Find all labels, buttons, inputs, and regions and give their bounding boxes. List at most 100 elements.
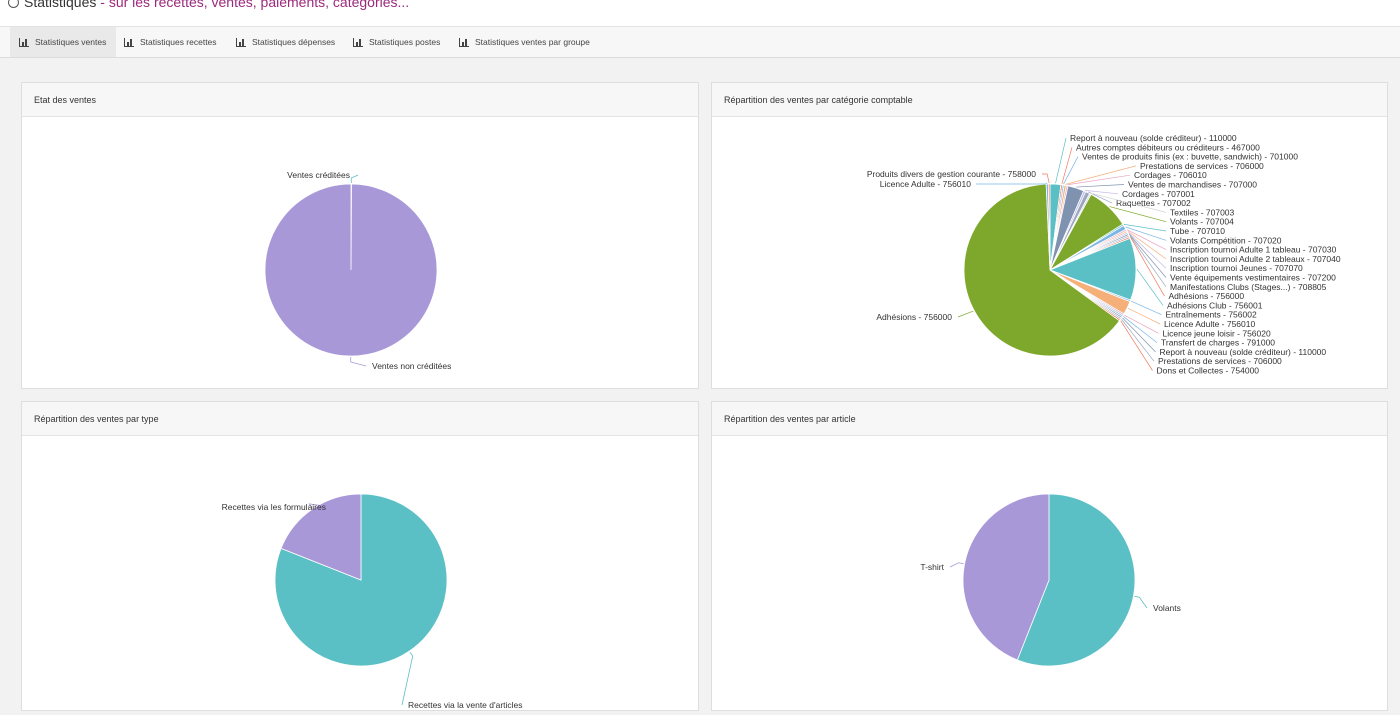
leader-line: [1131, 300, 1162, 316]
leader-line: [976, 182, 1048, 185]
leader-line: [1125, 226, 1167, 241]
pie-slice-recettes-via-les-formulaires[interactable]: [280, 493, 362, 581]
leader-line: [350, 356, 367, 367]
stats-icon: [8, 0, 19, 8]
tab-statistiques-ventes-par-groupe[interactable]: Statistiques ventes par groupe: [459, 27, 590, 57]
tab-statistiques-recettes[interactable]: Statistiques recettes: [124, 27, 217, 57]
pie-slice-adhesions-club-756001[interactable]: [1048, 237, 1137, 301]
leader-line: [1122, 317, 1156, 353]
leader-line: [1120, 320, 1153, 371]
tab-label: Statistiques ventes: [35, 37, 107, 47]
pie-slice-volants[interactable]: [1016, 493, 1136, 667]
slice-label-entrainements-756002: Entraînements - 756002: [1166, 310, 1257, 320]
slice-label-cordages-707001: Cordages - 707001: [1122, 189, 1195, 199]
leader-line: [957, 310, 974, 318]
tabs-bar: Statistiques ventes Statistiques recette…: [0, 27, 1400, 58]
panel-etat-des-ventes: Etat des ventes Ventes créditées Ventes n…: [21, 82, 699, 389]
bar-chart-icon: [353, 37, 363, 47]
leader-line: [308, 503, 333, 509]
leader-line: [1063, 156, 1079, 185]
slice-label-recettes-via-la-vente-d-articles: Recettes via la vente d'articles: [408, 700, 523, 710]
slice-label-prestations-de-services-706000: Prestations de services - 706000: [1140, 161, 1264, 171]
slice-label-inscription-tournoi-jeunes-707070: Inscription tournoi Jeunes - 707070: [1170, 263, 1303, 273]
tab-label: Statistiques ventes par groupe: [475, 37, 590, 47]
page-header: Statistiques - sur les recettes, ventes,…: [0, 0, 1400, 27]
slice-label-volants-707004: Volants - 707004: [1170, 217, 1234, 227]
tab-statistiques-ventes[interactable]: Statistiques ventes: [10, 27, 116, 57]
slice-label-adhesions-756000: Adhésions - 756000: [1169, 291, 1245, 301]
pie-slice-produits-divers-de-gestion-courante-758000[interactable]: [1047, 183, 1051, 271]
leader-line: [350, 174, 359, 184]
slice-label-adhesions-756000: Adhésions - 756000: [876, 312, 952, 322]
bar-chart-icon: [459, 37, 469, 47]
slice-label-volants-competition-707020: Volants Compétition - 707020: [1170, 235, 1282, 245]
pie-slice-adhesions-756000[interactable]: [963, 183, 1120, 357]
leader-line: [1076, 184, 1125, 188]
leader-line: [1090, 192, 1167, 213]
slice-label-produits-divers-de-gestion-courante-758000: Produits divers de gestion courante - 75…: [867, 169, 1036, 179]
slice-label-report-a-nouveau-solde-crediteur-110000: Report à nouveau (solde créditeur) - 110…: [1160, 347, 1327, 357]
slice-label-t-shirt: T-shirt: [920, 562, 944, 572]
slice-label-tube-707010: Tube - 707010: [1170, 226, 1225, 236]
tab-label: Statistiques postes: [369, 37, 441, 47]
chart-repartition-type: Recettes via la vente d'articles Recettes…: [222, 493, 523, 710]
leader-line: [401, 651, 414, 706]
slice-label-cordages-706010: Cordages - 706010: [1134, 170, 1207, 180]
pie-slice-t-shirt[interactable]: [962, 493, 1050, 661]
tab-statistiques-depenses[interactable]: Statistiques dépenses: [236, 27, 335, 57]
leader-line: [1129, 233, 1167, 278]
slice-label-dons-et-collectes-754000: Dons et Collectes - 754000: [1157, 366, 1260, 376]
chart-repartition-categorie: Report à nouveau (solde créditeur) - 110…: [867, 133, 1341, 376]
slice-label-textiles-707003: Textiles - 707003: [1170, 207, 1235, 217]
slice-label-transfert-de-charges-791000: Transfert de charges - 791000: [1161, 338, 1275, 348]
panel-repartition-article: Répartition des ventes par article Volan…: [711, 401, 1388, 711]
bar-chart-icon: [236, 37, 246, 47]
leader-line: [1127, 230, 1167, 260]
leader-line: [1121, 319, 1155, 362]
slice-label-adhesions-club-756001: Adhésions Club - 756001: [1167, 300, 1263, 310]
pie-slice-ventes-non-creditees[interactable]: [264, 183, 438, 357]
leader-line: [1055, 137, 1067, 184]
leader-line: [1127, 308, 1161, 325]
panel-title: Répartition des ventes par catégorie com…: [712, 83, 1387, 117]
leader-line: [949, 562, 964, 568]
slice-label-ventes-creditees: Ventes créditées: [287, 170, 350, 180]
leader-line: [1085, 190, 1119, 195]
chart-etat-des-ventes: Ventes créditées Ventes non créditées: [264, 170, 451, 371]
leader-line: [1136, 268, 1164, 306]
slice-label-inscription-tournoi-adulte-1-tableau-707030: Inscription tournoi Adulte 1 tableau - 7…: [1170, 245, 1337, 255]
leader-line: [1128, 232, 1167, 269]
tab-label: Statistiques dépenses: [252, 37, 336, 47]
slice-label-licence-jeune-loisir-756020: Licence jeune loisir - 756020: [1163, 328, 1271, 338]
leader-line: [1129, 235, 1167, 288]
leader-line: [1130, 237, 1165, 297]
slice-label-prestations-de-services-706000: Prestations de services - 706000: [1158, 356, 1282, 366]
slice-label-licence-adulte-756010: Licence Adulte - 756010: [880, 179, 971, 189]
chart-repartition-article: Volants T-shirt: [920, 493, 1181, 667]
slice-label-report-a-nouveau-solde-crediteur-110000: Report à nouveau (solde créditeur) - 110…: [1070, 133, 1237, 143]
leader-line: [1042, 173, 1050, 184]
leader-line: [1124, 224, 1167, 232]
panel-title: Répartition des ventes par article: [712, 402, 1387, 436]
bar-chart-icon: [19, 37, 29, 47]
panel-repartition-categorie: Répartition des ventes par catégorie com…: [711, 82, 1388, 389]
page-title: Statistiques - sur les recettes, ventes,…: [8, 0, 409, 10]
slice-label-manifestations-clubs-stages-708805: Manifestations Clubs (Stages...) - 70880…: [1170, 282, 1327, 292]
panel-repartition-type: Répartition des ventes par type Recettes…: [21, 401, 699, 711]
slice-label-recettes-via-les-formulaires: Recettes via les formulaires: [222, 502, 326, 512]
leader-line: [1134, 595, 1148, 609]
slice-label-inscription-tournoi-adulte-2-tableaux-707040: Inscription tournoi Adulte 2 tableaux - …: [1170, 254, 1341, 264]
leader-line: [1067, 174, 1131, 186]
slice-label-ventes-de-produits-finis-ex-buvette-sandwich-701000: Ventes de produits finis (ex : buvette, …: [1082, 152, 1298, 162]
slice-label-autres-comptes-debiteurs-ou-crediteurs-467000: Autres comptes débiteurs ou créditeurs -…: [1076, 142, 1260, 152]
bar-chart-icon: [124, 37, 134, 47]
tab-statistiques-postes[interactable]: Statistiques postes: [353, 27, 440, 57]
slice-label-raquettes-707002: Raquettes - 707002: [1116, 198, 1191, 208]
page-subtitle: - sur les recettes, ventes, paiements, c…: [100, 0, 410, 10]
slice-label-ventes-non-creditees: Ventes non créditées: [372, 361, 451, 371]
panel-title: Etat des ventes: [22, 83, 698, 117]
slice-label-vente-equipements-vestimentaires-707200: Vente équipements vestimentaires - 70720…: [1170, 273, 1336, 283]
leader-line: [1065, 165, 1137, 185]
leader-line: [1061, 147, 1073, 184]
slice-label-volants: Volants: [1153, 603, 1181, 613]
